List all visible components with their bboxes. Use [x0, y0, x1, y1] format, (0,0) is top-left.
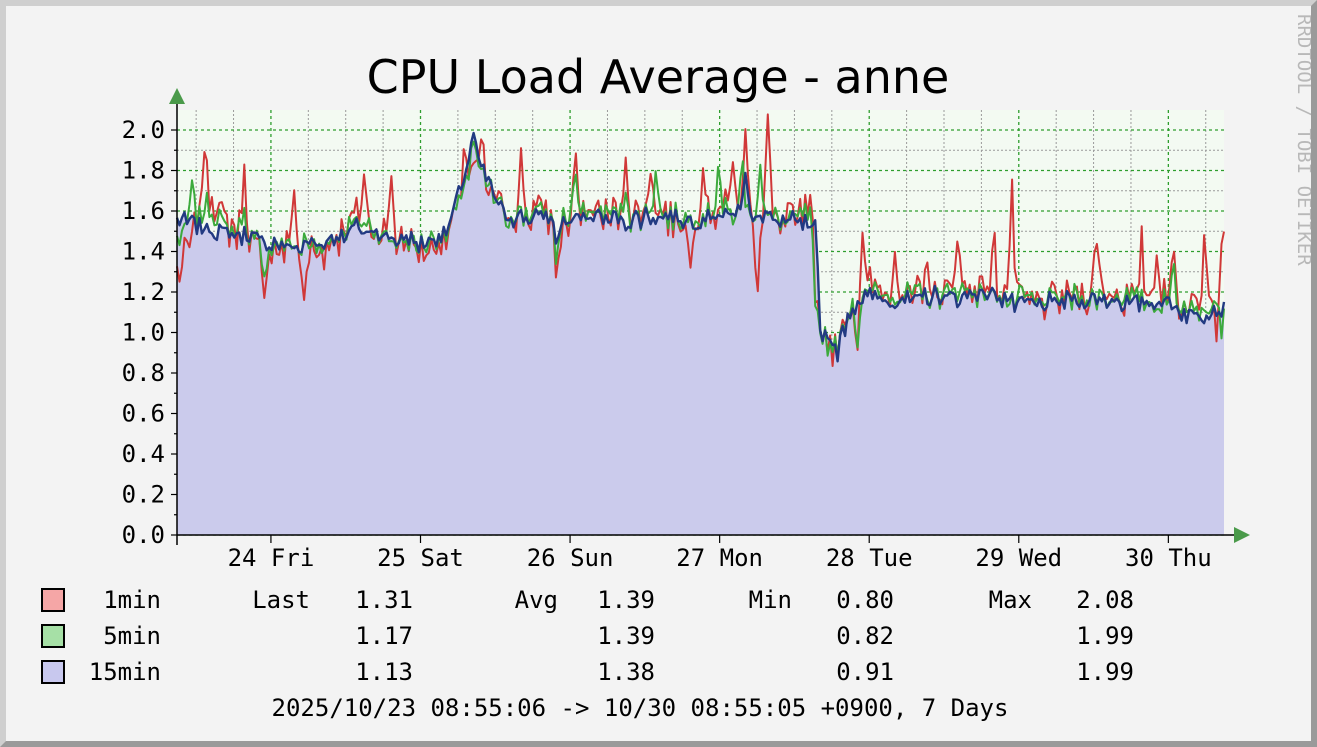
legend-avg-5min: 1.39: [597, 622, 655, 650]
y-axis-tick-labels: 0.0 0.2 0.4 0.6 0.8 1.0 1.2 1.4 1.6 1.8 2.0: [122, 116, 165, 549]
legend-swatch-1min: [41, 588, 65, 612]
legend-avg-15min: 1.38: [597, 658, 655, 686]
x-tick-label: 24 Fri: [228, 544, 315, 572]
legend-label-15min: 15min: [89, 658, 161, 686]
legend-max-15min: 1.99: [1076, 658, 1134, 686]
legend-header-min: Min: [749, 586, 792, 614]
chart-title: CPU Load Average - anne: [367, 50, 950, 104]
legend-last-1min: 1.31: [355, 586, 413, 614]
y-axis-arrow: [169, 88, 185, 104]
legend-min-15min: 0.91: [836, 658, 894, 686]
y-tick-label: 1.6: [122, 197, 165, 225]
legend-label-5min: 5min: [103, 622, 161, 650]
legend-swatch-15min: [41, 660, 65, 684]
legend-header-last: Last: [252, 586, 310, 614]
x-tick-label: 27 Mon: [676, 544, 763, 572]
legend-last-15min: 1.13: [355, 658, 413, 686]
x-tick-label: 26 Sun: [527, 544, 614, 572]
x-tick-label: 29 Wed: [975, 544, 1062, 572]
legend-min-1min: 0.80: [836, 586, 894, 614]
legend-swatch-5min: [41, 624, 65, 648]
y-tick-label: 0.4: [122, 440, 165, 468]
legend-max-5min: 1.99: [1076, 622, 1134, 650]
legend-last-5min: 1.17: [355, 622, 413, 650]
legend-min-5min: 0.82: [836, 622, 894, 650]
y-tick-label: 0.0: [122, 521, 165, 549]
x-tick-label: 28 Tue: [826, 544, 913, 572]
y-tick-label: 0.6: [122, 400, 165, 428]
legend-label-1min: 1min: [103, 586, 161, 614]
series-lines: [175, 113, 1226, 367]
time-range-label: 2025/10/23 08:55:06 -> 10/30 08:55:05 +0…: [272, 694, 1009, 722]
x-tick-label: 30 Thu: [1125, 544, 1212, 572]
y-tick-label: 0.2: [122, 481, 165, 509]
y-tick-label: 2.0: [122, 116, 165, 144]
y-tick-label: 1.8: [122, 157, 165, 185]
y-tick-label: 1.4: [122, 238, 165, 266]
y-tick-label: 1.2: [122, 278, 165, 306]
series-line-15min: [175, 131, 1226, 363]
x-axis-tick-labels: 24 Fri 25 Sat 26 Sun 27 Mon 28 Tue 29 Wed 30 T…: [228, 544, 1212, 572]
legend-header-max: Max: [989, 586, 1032, 614]
axes: [169, 88, 1250, 545]
x-axis-arrow: [1234, 527, 1250, 543]
legend-max-1min: 2.08: [1076, 586, 1134, 614]
rrdtool-watermark: RRDTOOL / TOBI OETIKER: [1293, 14, 1311, 266]
legend-header-avg: Avg: [515, 586, 558, 614]
y-tick-label: 0.8: [122, 359, 165, 387]
x-tick-label: 25 Sat: [377, 544, 464, 572]
rrd-graph: 0.0 0.2 0.4 0.6 0.8 1.0 1.2 1.4 1.6 1.8 2.0 24 Fri…: [41, 14, 1311, 722]
y-tick-label: 1.0: [122, 319, 165, 347]
series-area-15min: [177, 133, 1224, 535]
legend: Last Avg Min Max 1min 1.31 1.39 0.80 2.08 5mi…: [41, 586, 1134, 686]
legend-avg-1min: 1.39: [597, 586, 655, 614]
